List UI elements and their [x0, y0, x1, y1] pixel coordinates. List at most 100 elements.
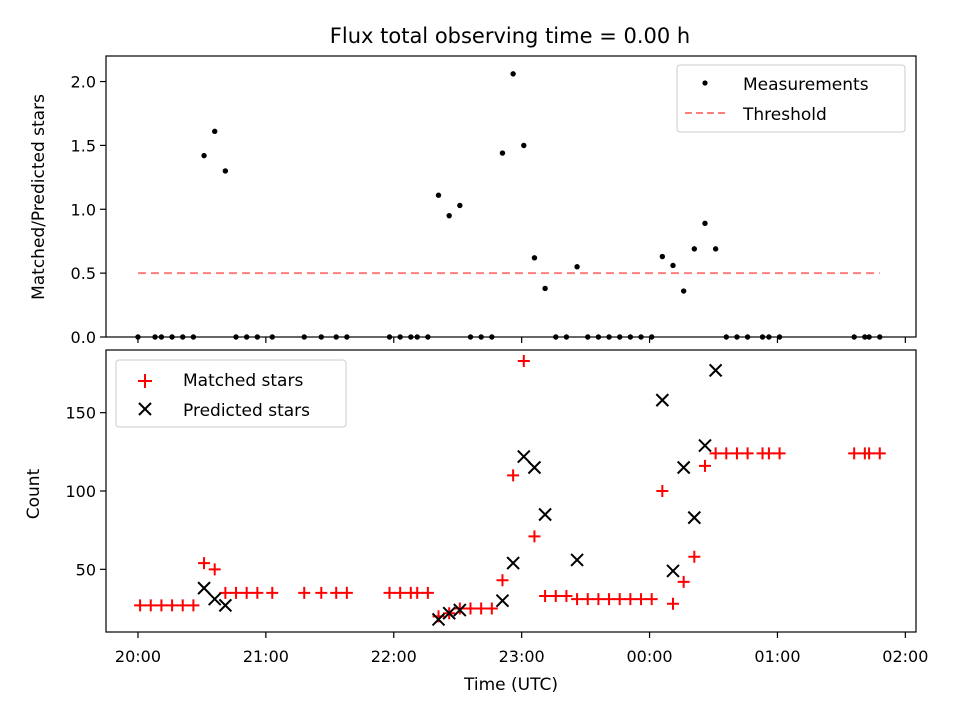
chart-title: Flux total observing time = 0.00 h — [330, 24, 690, 48]
top-panel-axes: 0.0 0.5 1.0 1.5 2.0 — [71, 73, 906, 347]
matched-star-point — [863, 447, 876, 460]
top-legend-box — [676, 64, 906, 133]
y-tick-label: 1.5 — [71, 136, 96, 155]
matched-star-point — [656, 485, 669, 497]
matched-star-point — [340, 586, 353, 599]
predicted-star-point — [218, 598, 233, 613]
legend-matched-label: Matched stars — [183, 371, 303, 391]
x-tick-label: 23:00 — [499, 647, 545, 666]
measurement-point — [446, 212, 452, 219]
predicted-star-point — [506, 556, 520, 570]
y-tick-label: 1.0 — [71, 200, 96, 219]
matched-star-point — [315, 586, 328, 599]
matched-star-point — [613, 593, 626, 606]
legend-threshold-label: Threshold — [742, 105, 827, 125]
measurement-point — [531, 255, 538, 261]
predicted-star-point — [570, 553, 584, 567]
matched-star-point — [688, 550, 701, 563]
matched-star-point — [698, 459, 711, 472]
legend-measurements-marker — [702, 80, 708, 86]
matched-star-point — [298, 586, 311, 599]
bottom-panel: 50 100 150 20:00 21:00 22:00 23:00 00:00 01:00 02… — [24, 349, 928, 695]
matched-star-point — [677, 575, 690, 588]
matched-star-point — [240, 586, 253, 599]
matched-star-point — [592, 593, 605, 606]
predicted-star-point — [708, 363, 723, 378]
matched-star-point — [517, 354, 530, 367]
measurement-point — [691, 246, 698, 252]
predicted-star-point — [666, 564, 680, 578]
matched-star-point — [230, 586, 243, 599]
matched-star-point — [741, 447, 754, 460]
legend-measurements-label: Measurements — [743, 75, 869, 95]
predicted-star-point — [698, 438, 712, 453]
matched-star-point — [773, 447, 786, 460]
matched-star-point — [187, 599, 200, 612]
matched-star-point — [166, 599, 179, 612]
measurement-point — [510, 71, 516, 77]
matched-star-point — [848, 447, 861, 460]
predicted-star-point — [197, 581, 211, 595]
predicted-star-point — [655, 393, 670, 407]
matched-star-point — [251, 586, 264, 599]
x-tick-label: 21:00 — [243, 647, 289, 666]
predicted-star-point — [208, 592, 222, 606]
matched-star-point — [144, 599, 157, 612]
measurement-point — [435, 192, 442, 198]
legend-matched-marker — [138, 374, 152, 388]
matched-star-point — [208, 563, 221, 576]
predicted-star-point — [495, 593, 510, 608]
top-panel-marks — [135, 71, 883, 340]
bottom-legend: Matched stars Predicted stars — [115, 359, 347, 428]
matched-star-point — [635, 593, 648, 606]
bottom-panel-marks — [134, 354, 886, 627]
measurement-point — [222, 168, 229, 174]
measurement-point — [499, 150, 506, 156]
bottom-y-axis-label: Count — [24, 468, 44, 519]
x-tick-label: 20:00 — [115, 647, 161, 666]
x-tick-label: 01:00 — [754, 647, 800, 666]
measurement-point — [542, 285, 548, 292]
measurement-point — [521, 142, 527, 149]
matched-star-point — [762, 447, 775, 460]
matched-star-point — [507, 469, 520, 482]
matched-star-point — [134, 599, 147, 612]
top-legend: Measurements Threshold — [676, 64, 906, 133]
measurement-point — [702, 220, 708, 227]
matched-star-point — [198, 557, 211, 570]
matched-star-point — [709, 447, 722, 460]
matched-star-point — [155, 599, 168, 612]
matched-star-point — [421, 586, 434, 599]
matched-star-point — [411, 586, 424, 599]
matched-star-point — [219, 586, 232, 599]
y-tick-label: 0.0 — [71, 328, 96, 347]
measurement-point — [670, 262, 676, 269]
x-tick-label: 02:00 — [882, 647, 928, 666]
matched-star-point — [720, 447, 733, 460]
y-tick-label: 100 — [65, 482, 96, 501]
y-tick-label: 50 — [76, 560, 96, 579]
measurement-point — [457, 202, 463, 209]
top-y-axis-label: Matched/Predicted stars — [29, 94, 49, 300]
matched-star-point — [581, 593, 594, 606]
predicted-star-point — [676, 460, 691, 475]
matched-star-point — [453, 602, 466, 615]
matched-star-point — [539, 589, 552, 602]
matched-star-point — [464, 602, 477, 615]
x-axis-label: Time (UTC) — [463, 675, 558, 695]
matched-star-point — [730, 447, 743, 460]
matched-star-point — [603, 593, 616, 606]
predicted-star-point — [517, 449, 531, 464]
measurement-point — [574, 264, 580, 270]
matched-star-point — [266, 586, 279, 599]
y-tick-label: 2.0 — [71, 73, 96, 92]
predicted-star-point — [453, 603, 467, 617]
matched-star-point — [645, 593, 658, 606]
matched-star-point — [624, 593, 637, 606]
legend-predicted-label: Predicted stars — [183, 401, 310, 421]
measurement-point — [212, 128, 218, 135]
x-tick-label: 22:00 — [371, 647, 417, 666]
y-tick-label: 0.5 — [71, 264, 96, 283]
matched-star-point — [330, 586, 343, 599]
